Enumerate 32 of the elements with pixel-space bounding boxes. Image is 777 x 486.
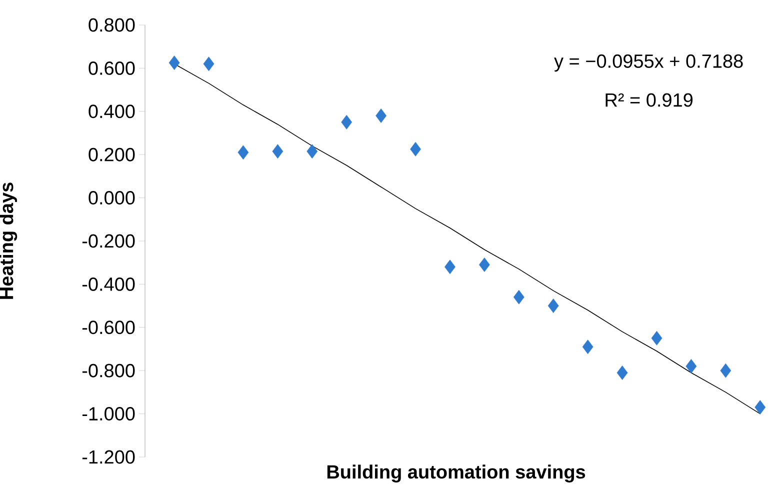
point: [754, 400, 766, 415]
point: [548, 298, 559, 313]
annotation: R² = 0.919: [606, 93, 693, 107]
point: [582, 340, 594, 354]
point: [376, 108, 387, 123]
point: [651, 330, 662, 346]
point: [306, 144, 318, 159]
point: [686, 359, 697, 374]
point: [616, 366, 628, 380]
point: [513, 290, 524, 304]
point: [444, 260, 456, 274]
y-tick-label: -1.200: [82, 450, 135, 464]
y-tick-label: -1.000: [82, 407, 135, 421]
x-axis-title: Building automation savings: [327, 464, 586, 482]
y-tick-label: 0.600: [88, 61, 135, 75]
point: [168, 56, 180, 70]
y-tick-label: -0.600: [82, 320, 135, 334]
y-tick-label: -0.400: [82, 277, 135, 291]
point: [238, 145, 249, 160]
y-tick-label: -0.200: [82, 234, 135, 248]
y-tick-label: 0.800: [88, 18, 135, 32]
annotation: y = −0.0955x + 0.7188: [554, 54, 743, 72]
point: [410, 142, 421, 156]
point: [341, 114, 352, 130]
point: [272, 144, 284, 159]
point: [478, 258, 490, 272]
y-tick-label: 0.000: [88, 191, 135, 205]
point: [720, 363, 732, 378]
point: [203, 56, 214, 72]
y-tick-label: -0.800: [82, 364, 135, 378]
y-tick-label: 0.200: [88, 148, 135, 162]
y-tick-label: 0.400: [88, 104, 135, 118]
